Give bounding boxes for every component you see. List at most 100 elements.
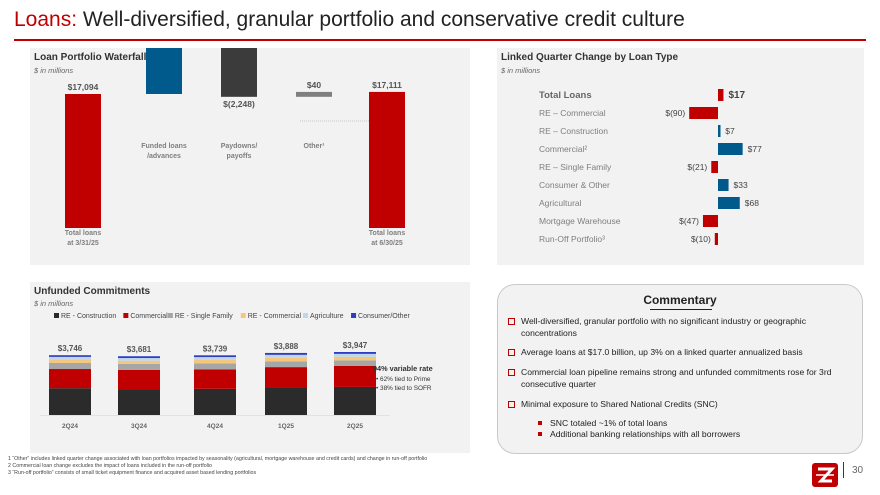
stacked-bar-segment: [265, 352, 307, 355]
unfunded-total-label: $3,739: [203, 344, 228, 353]
linked-quarter-category-label: Run-Off Portfolio³: [539, 234, 605, 244]
waterfall-bar: [65, 94, 101, 228]
stacked-bar-segment: [265, 387, 307, 415]
stacked-bar-segment: [194, 369, 236, 389]
waterfall-category-label: Paydowns/: [221, 143, 258, 150]
legend-label: Agriculture: [310, 313, 344, 320]
linked-quarter-chart: Total Loans $17 RE – Commercial $(90) RE – C…: [539, 89, 762, 245]
linked-quarter-bar: [718, 89, 724, 101]
linked-quarter-value-label: $77: [748, 144, 762, 154]
linked-quarter-value-label: $(90): [665, 108, 685, 118]
legend-swatch: [240, 313, 246, 318]
page-number-divider: [843, 462, 844, 478]
stacked-bar-segment: [49, 355, 91, 357]
legend-label: RE - Single Family: [175, 313, 233, 320]
linked-quarter-bar: [714, 233, 718, 245]
waterfall-category-label: at 6/30/25: [371, 240, 403, 247]
stacked-bar-segment: [49, 359, 91, 363]
linked-quarter-bar: [718, 125, 721, 137]
legend-label: RE - Construction: [61, 313, 116, 320]
linked-quarter-value-label: $33: [734, 180, 748, 190]
stacked-bar-segment: [265, 361, 307, 368]
legend-swatch: [351, 313, 357, 318]
unfunded-category-label: 2Q25: [347, 423, 363, 430]
unfunded-category-label: 2Q24: [62, 423, 78, 430]
waterfall-category-label: Total loans: [369, 230, 406, 237]
waterfall-bar: [221, 48, 257, 97]
waterfall-category-label: Total loans: [65, 230, 102, 237]
bullet-dot-icon: [538, 421, 542, 425]
commentary-title-underline: [650, 309, 712, 310]
stacked-bar-segment: [265, 367, 307, 388]
waterfall-value-label: $(2,248): [223, 99, 255, 109]
waterfall-value-label: $17,094: [68, 82, 99, 92]
stacked-bar-segment: [194, 357, 236, 360]
unfunded-chart: RE - Construction Commercial RE - Single F…: [40, 313, 433, 430]
linked-quarter-category-label: RE – Construction: [539, 126, 608, 136]
unfunded-total-label: $3,746: [58, 344, 83, 353]
waterfall-bar: [369, 91, 405, 229]
stacked-bar-segment: [118, 358, 160, 361]
stacked-bar-segment: [334, 356, 376, 361]
unfunded-panel: Unfunded Commitments $ in millions RE - …: [30, 282, 470, 453]
stacked-bar-segment: [118, 363, 160, 370]
waterfall-category-label: /advances: [147, 153, 181, 160]
waterfall-value-label: $40: [307, 80, 321, 90]
waterfall-category-label: at 3/31/25: [67, 240, 99, 247]
linked-quarter-bar: [718, 179, 729, 191]
legend-swatch: [167, 313, 173, 318]
linked-quarter-bar: [718, 143, 743, 155]
variable-rate-bullet: • 62% tied to Prime: [376, 376, 431, 383]
linked-quarter-value-label: $17: [728, 90, 745, 101]
legend-swatch: [303, 313, 308, 318]
legend-label: RE - Commercial: [248, 313, 302, 320]
stacked-bar-segment: [265, 354, 307, 358]
linked-quarter-category-label: Mortgage Warehouse: [539, 216, 621, 226]
stacked-bar-segment: [49, 356, 91, 360]
stacked-bar-segment: [334, 365, 376, 387]
unfunded-total-label: $3,681: [127, 345, 152, 354]
linked-quarter-category-label: RE – Commercial: [539, 108, 606, 118]
commentary-box: Commentary Well-diversified, granular po…: [497, 284, 863, 454]
waterfall-bar: [296, 91, 332, 97]
legend-swatch: [123, 313, 129, 318]
linked-quarter-bar: [711, 161, 718, 173]
variable-rate-bullet: • 38% tied to SOFR: [376, 385, 432, 392]
stacked-bar-segment: [194, 388, 236, 415]
bullet-dot-icon: [538, 432, 542, 436]
waterfall-value-label: $17,111: [372, 80, 402, 90]
waterfall-panel: Loan Portfolio Waterfall $ in millions $…: [30, 48, 470, 265]
stacked-bar-segment: [194, 359, 236, 364]
linked-quarter-category-label: Consumer & Other: [539, 180, 610, 190]
unfunded-category-label: 4Q24: [207, 423, 223, 430]
checkbox-bullet-icon: [508, 349, 515, 356]
stacked-bar-segment: [194, 363, 236, 370]
title-divider: [14, 39, 866, 41]
unfunded-category-label: 1Q25: [278, 423, 294, 430]
waterfall-category-label: Funded loans: [141, 143, 187, 150]
linked-quarter-value-label: $(21): [687, 162, 707, 172]
waterfall-category-label: Other¹: [304, 143, 326, 150]
linked-quarter-title: Linked Quarter Change by Loan Type: [501, 52, 679, 63]
stacked-bar-segment: [334, 352, 376, 354]
stacked-bar-segment: [118, 356, 160, 359]
waterfall-title: Loan Portfolio Waterfall: [34, 52, 147, 63]
footnote: 1 “Other” includes linked quarter change…: [8, 456, 428, 462]
stacked-bar-segment: [334, 353, 376, 357]
company-logo: [812, 463, 838, 487]
footnote: 2 Commercial loan change excludes the im…: [8, 463, 212, 469]
linked-quarter-subtitle: $ in millions: [501, 66, 541, 75]
page-title: Loans: Well-diversified, granular portfo…: [14, 8, 685, 31]
legend-label: Consumer/Other: [358, 313, 410, 320]
stacked-bar-segment: [118, 360, 160, 364]
unfunded-subtitle: $ in millions: [34, 299, 74, 308]
linked-quarter-bar: [718, 197, 740, 209]
stacked-bar-segment: [334, 360, 376, 366]
waterfall-bar: [146, 48, 182, 94]
linked-quarter-category-label: RE – Single Family: [539, 162, 612, 172]
stacked-bar-segment: [49, 369, 91, 389]
linked-quarter-panel: Linked Quarter Change by Loan Type $ in …: [497, 48, 864, 265]
stacked-bar-segment: [118, 369, 160, 390]
legend-label: Commercial: [130, 313, 168, 320]
